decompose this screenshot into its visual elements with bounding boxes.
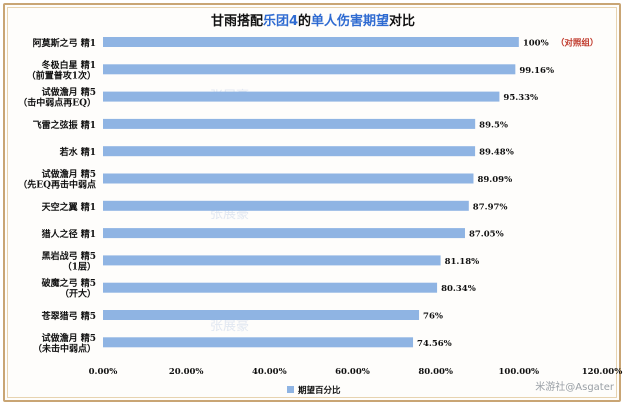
- category-sublabel: （未击中弱点）: [33, 342, 96, 354]
- watermark-text: 张展豪: [210, 318, 249, 334]
- title-part-2: 乐团4: [262, 14, 298, 29]
- bar-10: [103, 282, 438, 293]
- legend-swatch: [287, 386, 294, 393]
- category-label: 试做澹月 精5: [42, 86, 96, 98]
- title-part-1: 甘雨搭配: [210, 14, 263, 29]
- category-label: 苍翠猎弓 精5: [41, 310, 96, 322]
- bar-9: [103, 255, 441, 266]
- bar-6: [103, 173, 474, 184]
- value-label: 80.34%: [441, 284, 476, 294]
- bar-8: [103, 228, 465, 239]
- bar-4: [103, 118, 476, 129]
- category-label: 猎人之径 精1: [42, 228, 96, 240]
- value-label: 89.09%: [477, 175, 512, 185]
- x-tick-label: 80.00%: [418, 367, 453, 377]
- category-label: 试做澹月 精5: [42, 168, 96, 180]
- category-label: 试做澹月 精5: [42, 332, 96, 344]
- bar-11: [103, 310, 420, 320]
- category-label: 破魔之弓 精5: [42, 277, 96, 289]
- chart-frame-inner: [7, 7, 617, 398]
- corner-watermark: 米游社@Asgater: [535, 382, 614, 393]
- category-sublabel: （前置普攻1次）: [27, 69, 96, 81]
- value-label: 81.18%: [445, 257, 480, 267]
- value-label: 89.5%: [479, 120, 508, 130]
- value-label: 95.33%: [503, 93, 538, 103]
- value-label: 76%: [423, 312, 443, 322]
- category-sublabel: （1层）: [63, 261, 96, 272]
- x-tick-label: 100.00%: [499, 367, 540, 377]
- value-label: 89.48%: [479, 148, 514, 158]
- category-label: 若水 精1: [59, 146, 96, 158]
- x-tick-label: 0.00%: [89, 367, 118, 377]
- bar-7: [103, 200, 469, 211]
- x-tick-label: 60.00%: [335, 367, 370, 377]
- category-sublabel: （击中弱点再EQ）: [18, 97, 96, 109]
- category-label: 天空之翼 精1: [42, 201, 96, 213]
- category-sublabel: （先EQ再击中弱点: [18, 179, 96, 191]
- title-part-5: 对比: [389, 14, 416, 29]
- x-tick-label: 40.00%: [252, 367, 287, 377]
- category-label: 冬极白星 精1: [42, 59, 96, 71]
- chart-title: 甘雨搭配乐团4的单人伤害期望对比: [0, 10, 626, 29]
- bar-2: [103, 64, 516, 75]
- value-label: 87.05%: [469, 230, 504, 240]
- bar-3: [103, 91, 500, 102]
- control-group-label: （对照组）: [556, 38, 599, 49]
- legend-label: 期望百分比: [298, 385, 341, 396]
- bar-12: [103, 337, 414, 348]
- bar-1: [103, 37, 519, 47]
- title-part-4: 单人伤害期望: [311, 14, 390, 29]
- bar-5: [103, 146, 476, 157]
- value-label: 87.97%: [473, 202, 508, 212]
- category-sublabel: （开大）: [60, 288, 96, 300]
- value-label: 100%: [523, 39, 549, 49]
- category-label: 黑岩战弓 精5: [42, 250, 96, 262]
- category-label: 飞雷之弦振 精1: [33, 119, 96, 131]
- x-tick-label: 120.00%: [582, 367, 623, 377]
- category-label: 阿莫斯之弓 精1: [33, 37, 96, 49]
- title-part-3: 的: [298, 14, 312, 29]
- x-tick-label: 20.00%: [169, 367, 204, 377]
- value-label: 74.56%: [417, 339, 452, 349]
- value-label: 99.16%: [519, 66, 554, 76]
